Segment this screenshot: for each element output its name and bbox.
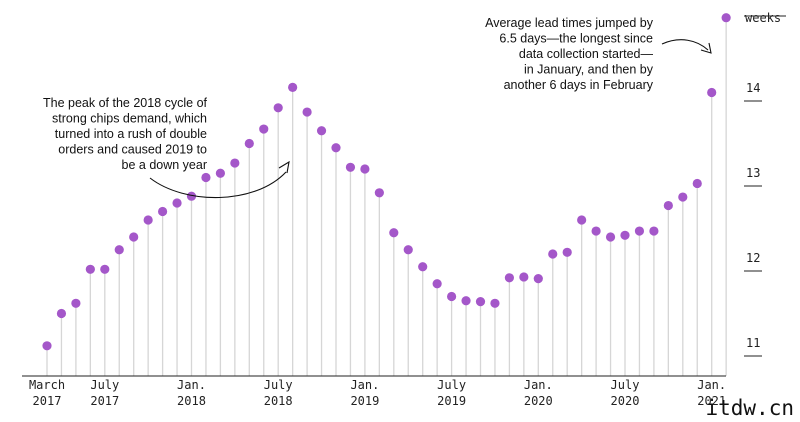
x-tick-label: Jan. xyxy=(350,378,379,392)
data-point-2017-06 xyxy=(85,264,95,274)
data-point-2019-05 xyxy=(418,262,428,272)
data-point-2020-08 xyxy=(634,226,645,236)
watermark-text: itdw.cn xyxy=(705,396,794,420)
x-tick-label: 2020 xyxy=(611,394,640,408)
data-point-2017-04 xyxy=(56,308,67,319)
x-tick-label: 2020 xyxy=(524,394,553,408)
y-unit-label: weeks xyxy=(745,11,781,25)
y-tick-label: 12 xyxy=(746,251,760,265)
data-point-2020-05 xyxy=(591,226,601,236)
data-point-2018-01 xyxy=(186,191,197,201)
x-tick-label: Jan. xyxy=(177,378,206,392)
annotation-line: another 6 days in February xyxy=(504,78,654,92)
x-tick-label: July xyxy=(611,378,640,392)
x-tick-label: 2019 xyxy=(350,394,379,408)
data-point-2020-06 xyxy=(605,232,616,242)
annotation-line: 6.5 days—the longest since xyxy=(499,32,653,46)
data-point-2018-05 xyxy=(244,138,254,149)
data-point-2017-07 xyxy=(100,264,110,274)
y-tick-label: 13 xyxy=(746,166,760,180)
x-tick-label: March xyxy=(29,378,65,392)
data-point-2018-07 xyxy=(273,103,283,113)
x-tick-label: 2017 xyxy=(90,394,119,408)
x-tick-label: July xyxy=(90,378,119,392)
annotation-lead-time-jump-arrow xyxy=(661,39,709,51)
data-point-2019-02 xyxy=(374,188,384,198)
data-point-2017-10 xyxy=(143,215,153,225)
data-point-2019-06 xyxy=(432,279,442,289)
x-tick-label: 2018 xyxy=(264,394,293,408)
x-tick-label: 2019 xyxy=(437,394,466,408)
data-point-2017-11 xyxy=(158,206,168,217)
data-point-2018-10 xyxy=(316,126,327,136)
data-point-2017-03 xyxy=(42,341,52,351)
data-point-2018-03 xyxy=(215,168,225,178)
stem-lines xyxy=(46,17,727,376)
annotation-2018-peak: The peak of the 2018 cycle of strong chip… xyxy=(43,96,208,172)
annotation-line: be a down year xyxy=(122,158,207,172)
data-point-2019-12 xyxy=(519,272,529,282)
data-point-2017-12 xyxy=(172,198,182,208)
data-point-2020-02 xyxy=(548,249,558,259)
data-point-2021-01 xyxy=(707,87,717,98)
x-tick-label: 2017 xyxy=(33,394,62,408)
annotation-line: turned into a rush of double xyxy=(55,127,207,141)
data-point-2019-11 xyxy=(504,273,514,283)
x-axis: March 2017 July 2017 Jan. 2018 July 2018 Jan. 201… xyxy=(29,378,726,408)
annotation-line: in January, and then by xyxy=(524,63,654,77)
x-tick-label: 2021 xyxy=(697,394,726,408)
data-point-2019-03 xyxy=(389,228,399,238)
annotation-line: data collection started— xyxy=(519,47,654,61)
annotation-lead-time-jump: Average lead times jumped by 6.5 days—the… xyxy=(485,16,654,92)
data-point-2019-09 xyxy=(475,297,486,307)
data-point-2021-02 xyxy=(721,13,731,23)
data-point-2020-03 xyxy=(562,247,572,257)
data-point-2019-01 xyxy=(360,164,370,174)
x-tick-label: Jan. xyxy=(697,378,726,392)
data-point-2020-04 xyxy=(577,215,587,225)
data-point-2018-02 xyxy=(201,172,211,183)
data-point-2019-08 xyxy=(461,296,471,306)
data-point-2020-11 xyxy=(678,192,688,202)
x-tick-label: Jan. xyxy=(524,378,553,392)
data-point-2018-11 xyxy=(331,143,341,153)
data-point-2020-10 xyxy=(663,200,673,211)
data-points xyxy=(42,13,731,351)
annotation-lead-time-jump-arrowhead xyxy=(700,42,712,54)
data-point-2018-08 xyxy=(288,82,298,92)
data-point-2020-01 xyxy=(533,274,543,284)
data-point-2020-07 xyxy=(620,230,630,240)
data-point-2019-07 xyxy=(447,291,457,302)
data-point-2020-09 xyxy=(649,226,659,236)
x-tick-label: July xyxy=(437,378,466,392)
y-tick-label: 11 xyxy=(746,336,760,350)
data-point-2018-06 xyxy=(259,124,269,134)
annotation-line: strong chips demand, which xyxy=(52,112,207,126)
data-point-2019-10 xyxy=(490,298,500,308)
annotation-line: Average lead times jumped by xyxy=(485,16,654,30)
data-point-2019-04 xyxy=(403,245,413,255)
annotation-2018-peak-arrow xyxy=(149,171,287,199)
data-point-2018-04 xyxy=(230,158,240,168)
data-point-2018-09 xyxy=(302,107,312,117)
data-point-2020-12 xyxy=(692,178,702,189)
x-tick-label: 2018 xyxy=(177,394,206,408)
y-axis: 1112131415weeks xyxy=(744,11,786,357)
data-point-2017-05 xyxy=(71,298,81,308)
y-tick-label: 14 xyxy=(746,81,760,95)
annotation-line: orders and caused 2019 to xyxy=(58,143,207,157)
annotation-2018-peak-arrowhead xyxy=(278,160,290,174)
data-point-2018-12 xyxy=(345,162,356,172)
x-tick-label: July xyxy=(264,378,293,392)
annotation-line: The peak of the 2018 cycle of xyxy=(43,96,208,110)
data-point-2017-09 xyxy=(129,232,139,242)
data-point-2017-08 xyxy=(114,245,124,255)
